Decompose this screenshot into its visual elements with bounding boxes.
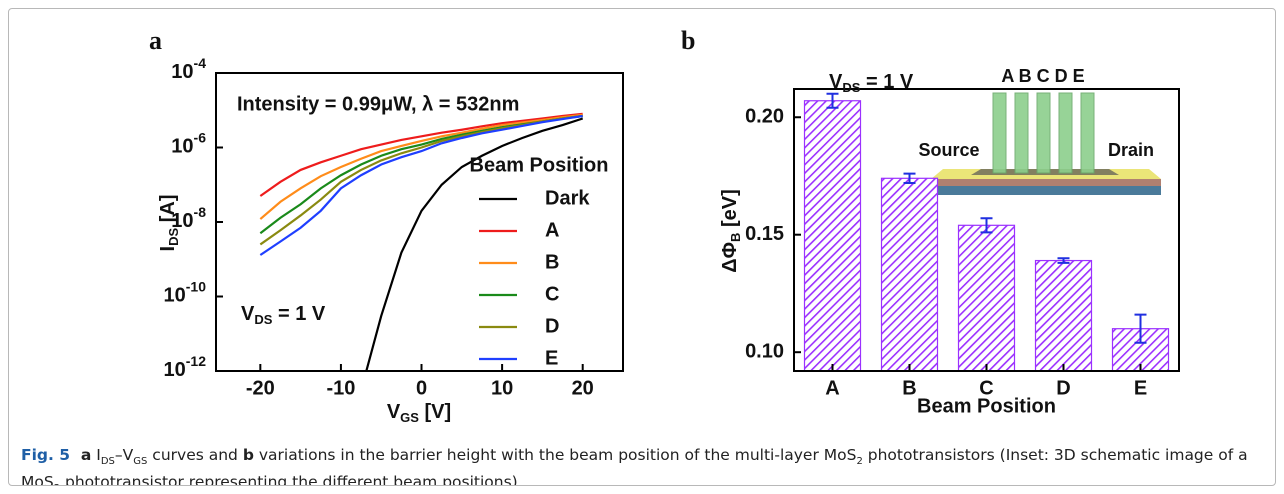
x-axis-title: VGS [V] <box>387 401 451 425</box>
y-tick-label-exp: -6 <box>194 129 207 145</box>
y-tick-label-base: 10 <box>164 285 186 307</box>
y-tick-label: 10-6 <box>171 129 206 158</box>
bar <box>1034 259 1093 372</box>
inset-label: Drain <box>1108 140 1154 160</box>
error-bar <box>826 92 839 109</box>
y-axis-title-part: [eV] <box>719 189 741 232</box>
y-axis-title-part: B <box>728 233 743 242</box>
y-tick-label: 10-4 <box>171 55 206 84</box>
annotation-part: DS <box>842 80 860 95</box>
y-tick-label: 10-10 <box>164 278 207 307</box>
y-axis-title-part: ΔΦ <box>719 242 741 273</box>
x-axis-title-part: GS <box>400 410 419 425</box>
y-axis-title-part: [A] <box>157 195 179 228</box>
y-tick-label-exp: -12 <box>186 353 206 369</box>
x-tick-label: 20 <box>572 377 594 399</box>
error-bar <box>1057 257 1070 264</box>
x-tick-label: E <box>1134 377 1147 399</box>
y-tick-label-base: 10 <box>171 136 193 158</box>
legend-label: E <box>545 347 558 369</box>
caption-text: DS <box>100 456 115 468</box>
y-tick-label: 0.20 <box>745 105 784 127</box>
y-tick-label: 0.15 <box>745 223 784 245</box>
figure: a b A B C D E Source Drain 10-4 10-6 10-8 1… <box>8 8 1276 486</box>
x-tick-label: -20 <box>246 377 275 399</box>
y-axis-title-part: DS <box>166 228 181 246</box>
caption-text: variations in the barrier height with th… <box>253 446 857 464</box>
y-tick-label-base: 10 <box>171 210 193 232</box>
legend-label: D <box>545 315 559 337</box>
y-tick-label-base: 10 <box>164 359 186 381</box>
caption-text: 2 <box>54 483 60 485</box>
annotation: VDS = 1 V <box>829 71 914 95</box>
caption: Fig. 5 a IDS–VGS curves and b variations… <box>21 445 1271 486</box>
x-tick-label: 0 <box>416 377 427 399</box>
y-axis-title: IDS [A] <box>157 195 181 252</box>
legend-title: Beam Position <box>470 154 609 176</box>
inset-label: Source <box>918 140 979 160</box>
annotation: Intensity = 0.99μW, λ = 532nm <box>237 93 519 115</box>
caption-text: I <box>91 446 101 464</box>
x-tick-label: C <box>979 377 993 399</box>
inset-schematic <box>931 92 1161 195</box>
panel-label: b <box>681 26 695 55</box>
caption-text: phototransistor representing the differe… <box>60 473 518 486</box>
y-tick-label-exp: -10 <box>186 278 206 294</box>
x-tick-label: D <box>1056 377 1070 399</box>
panel-label: a <box>149 26 162 55</box>
error-bar <box>1134 313 1147 344</box>
caption-text: –V <box>114 446 134 464</box>
x-tick-label: A <box>825 377 839 399</box>
y-tick-label: 0.10 <box>745 340 784 362</box>
series-line <box>259 114 583 256</box>
bar <box>957 224 1016 372</box>
caption-text: a <box>70 446 92 464</box>
x-tick-label: B <box>902 377 916 399</box>
legend-label: Dark <box>545 187 590 209</box>
y-tick-label-base: 10 <box>171 61 193 83</box>
series-line <box>365 117 584 371</box>
caption-text: Fig. 5 <box>21 446 71 464</box>
bar <box>803 100 862 372</box>
caption-text: curves and <box>147 446 243 464</box>
x-axis-title-part: [V] <box>419 401 451 423</box>
x-axis-title: Beam Position <box>917 395 1056 417</box>
legend-label: A <box>545 219 559 241</box>
legend-label: C <box>545 283 559 305</box>
caption-text: phototransistors (Inset: 3D schematic im… <box>21 446 1253 486</box>
annotation-part: V <box>241 303 255 325</box>
x-axis-title-part: V <box>387 401 401 423</box>
bar <box>880 177 939 372</box>
y-tick-label: 10-8 <box>171 204 206 233</box>
annotation-part: DS <box>254 312 272 327</box>
annotation-part: V <box>829 71 843 93</box>
x-tick-label: -10 <box>326 377 355 399</box>
series-line <box>259 112 583 197</box>
y-axis-title: ΔΦB [eV] <box>719 189 743 273</box>
y-tick-label-exp: -4 <box>194 55 207 71</box>
series-line <box>259 113 583 220</box>
annotation-part: = 1 V <box>272 303 325 325</box>
plot-frame <box>793 88 1180 372</box>
caption-text: GS <box>133 456 148 468</box>
annotation-part: = 1 V <box>860 71 913 93</box>
y-axis-title-part: I <box>157 246 179 252</box>
legend-label: B <box>545 251 559 273</box>
caption-text: b <box>242 446 254 464</box>
error-bar <box>980 217 993 234</box>
charts: a b A B C D E Source Drain 10-410-610-81… <box>149 26 1180 425</box>
inset-label: A B C D E <box>1001 66 1084 86</box>
lines <box>259 112 584 371</box>
y-tick-label: 10-12 <box>164 353 207 382</box>
x-tick-label: 10 <box>491 377 513 399</box>
error-bar <box>903 172 916 184</box>
y-tick-label-exp: -8 <box>194 204 207 220</box>
annotation: VDS = 1 V <box>241 303 326 327</box>
caption-text: 2 <box>856 456 863 468</box>
